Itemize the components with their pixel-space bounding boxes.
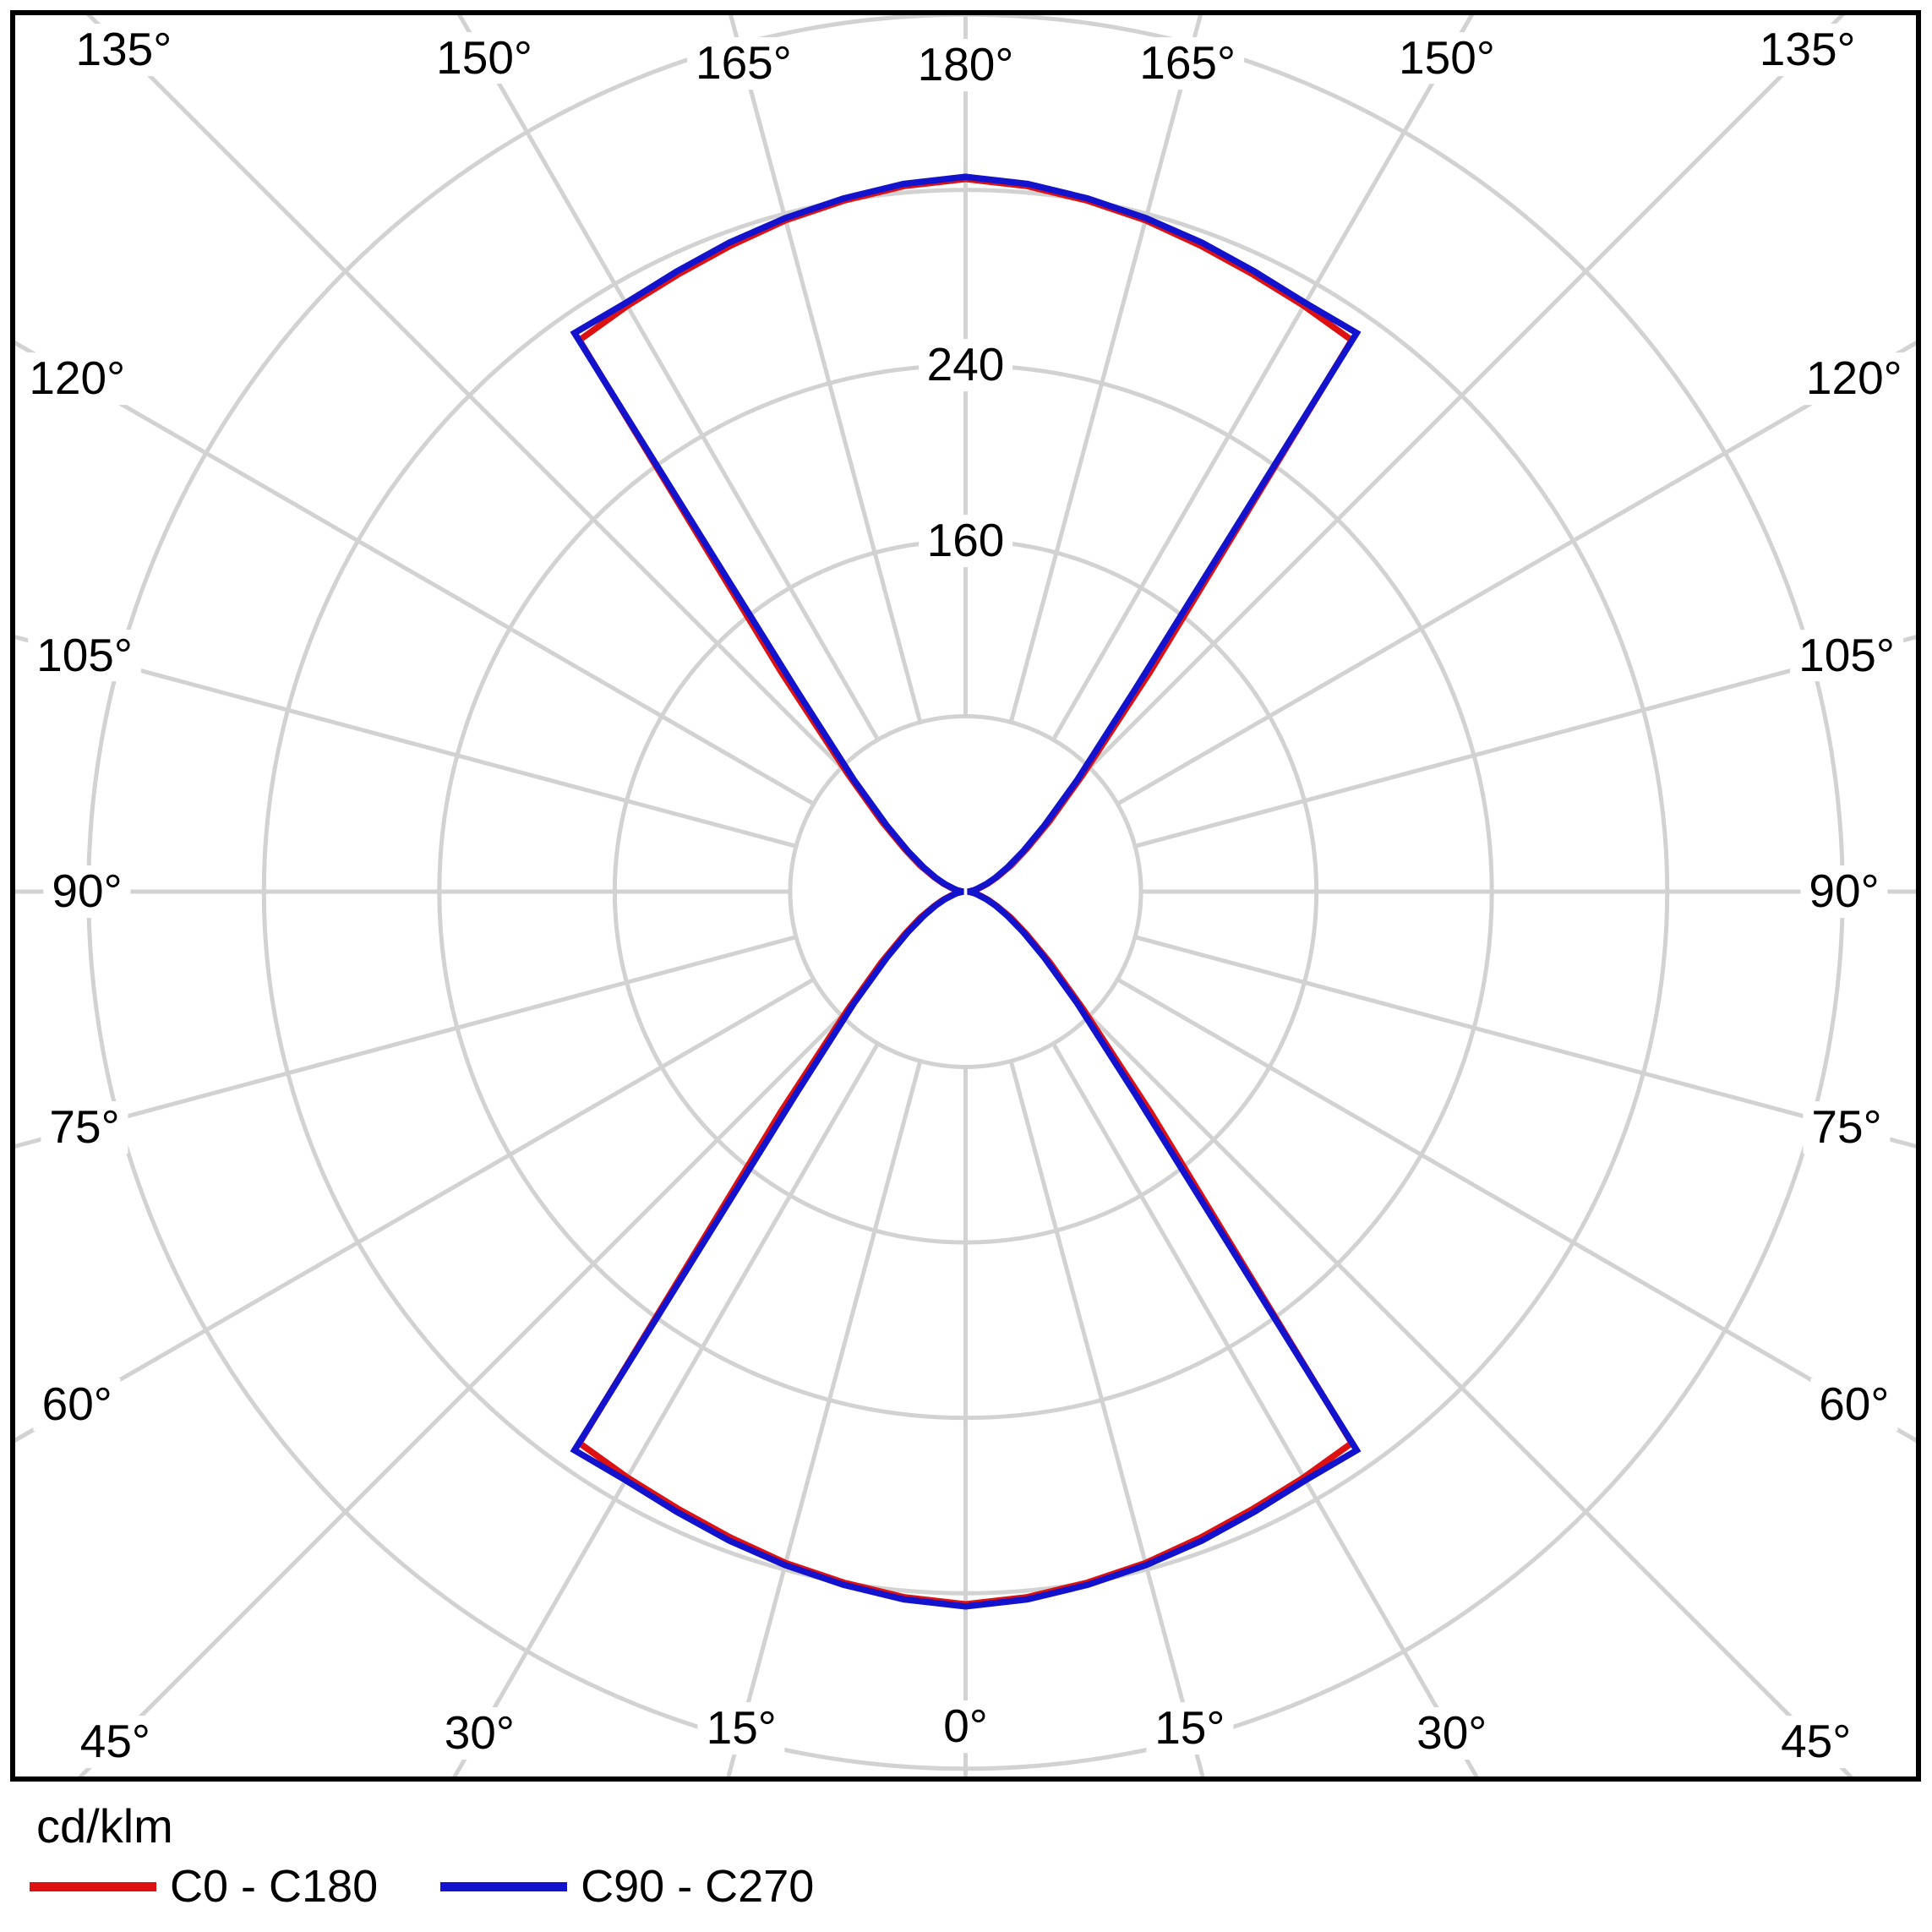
grid-spoke	[728, 12, 923, 723]
legend-label-c0-c180: C0 - C180	[170, 1861, 379, 1912]
angle-label-0: 0°	[935, 1700, 996, 1753]
angle-label-150: 150°	[428, 31, 541, 85]
ring-label-240: 240	[918, 339, 1013, 392]
grid-spoke	[451, 1042, 880, 1781]
grid-spoke	[1008, 12, 1203, 723]
angle-label-15: 15°	[697, 1702, 785, 1755]
grid-spoke	[12, 634, 797, 849]
grid-spoke	[456, 11, 880, 741]
grid-spoke	[1116, 339, 1920, 806]
grid-spoke	[1051, 11, 1476, 741]
angle-label-30: 30°	[435, 1707, 523, 1760]
angle-label-105: 105°	[28, 629, 141, 682]
grid-spoke	[12, 935, 797, 1149]
legend-units-label: cd/klm	[36, 1799, 173, 1853]
legend: cd/klm C0 - C180 C90 - C270	[30, 1800, 814, 1912]
grid-spoke	[725, 1060, 923, 1780]
angle-label-60: 60°	[1810, 1378, 1898, 1431]
angle-label-120: 120°	[1797, 352, 1911, 405]
angle-label-180: 180°	[909, 39, 1023, 91]
grid-spoke	[1116, 977, 1920, 1444]
angle-label-15: 15°	[1146, 1702, 1234, 1755]
angle-label-165: 165°	[686, 37, 800, 90]
ring-label-160: 160	[918, 515, 1013, 567]
angle-label-60: 60°	[33, 1378, 121, 1431]
grid-spoke	[1134, 935, 1919, 1149]
angle-label-45: 45°	[1772, 1716, 1860, 1769]
angle-label-105: 105°	[1790, 629, 1903, 682]
legend-swatch-c0-c180	[30, 1881, 156, 1891]
legend-row: C0 - C180 C90 - C270	[30, 1861, 814, 1912]
grid-spoke	[11, 977, 815, 1444]
angle-label-90: 90°	[43, 865, 131, 918]
angle-label-135: 135°	[67, 23, 181, 76]
grid-spoke	[11, 339, 815, 806]
grid-spoke	[1008, 1060, 1206, 1780]
angle-label-165: 165°	[1131, 37, 1244, 90]
angle-label-90: 90°	[1800, 865, 1888, 918]
legend-swatch-c90-c270	[440, 1881, 568, 1891]
angle-label-135: 135°	[1750, 23, 1864, 76]
legend-label-c90-c270: C90 - C270	[581, 1861, 815, 1912]
grid-spoke	[1134, 634, 1919, 849]
grid-spoke	[1088, 11, 1847, 770]
angle-label-120: 120°	[20, 352, 134, 405]
angle-label-75: 75°	[41, 1101, 128, 1154]
angle-label-30: 30°	[1408, 1707, 1496, 1760]
angle-label-75: 75°	[1803, 1101, 1891, 1154]
curve-c90-c270	[570, 173, 1362, 1610]
plot-frame	[10, 10, 1921, 1782]
grid-spoke	[85, 11, 843, 770]
grid-spoke	[1051, 1042, 1480, 1781]
angle-label-45: 45°	[71, 1716, 159, 1769]
grid-spoke	[1088, 1013, 1855, 1781]
grid-spoke	[76, 1013, 843, 1781]
angle-label-150: 150°	[1390, 31, 1504, 85]
